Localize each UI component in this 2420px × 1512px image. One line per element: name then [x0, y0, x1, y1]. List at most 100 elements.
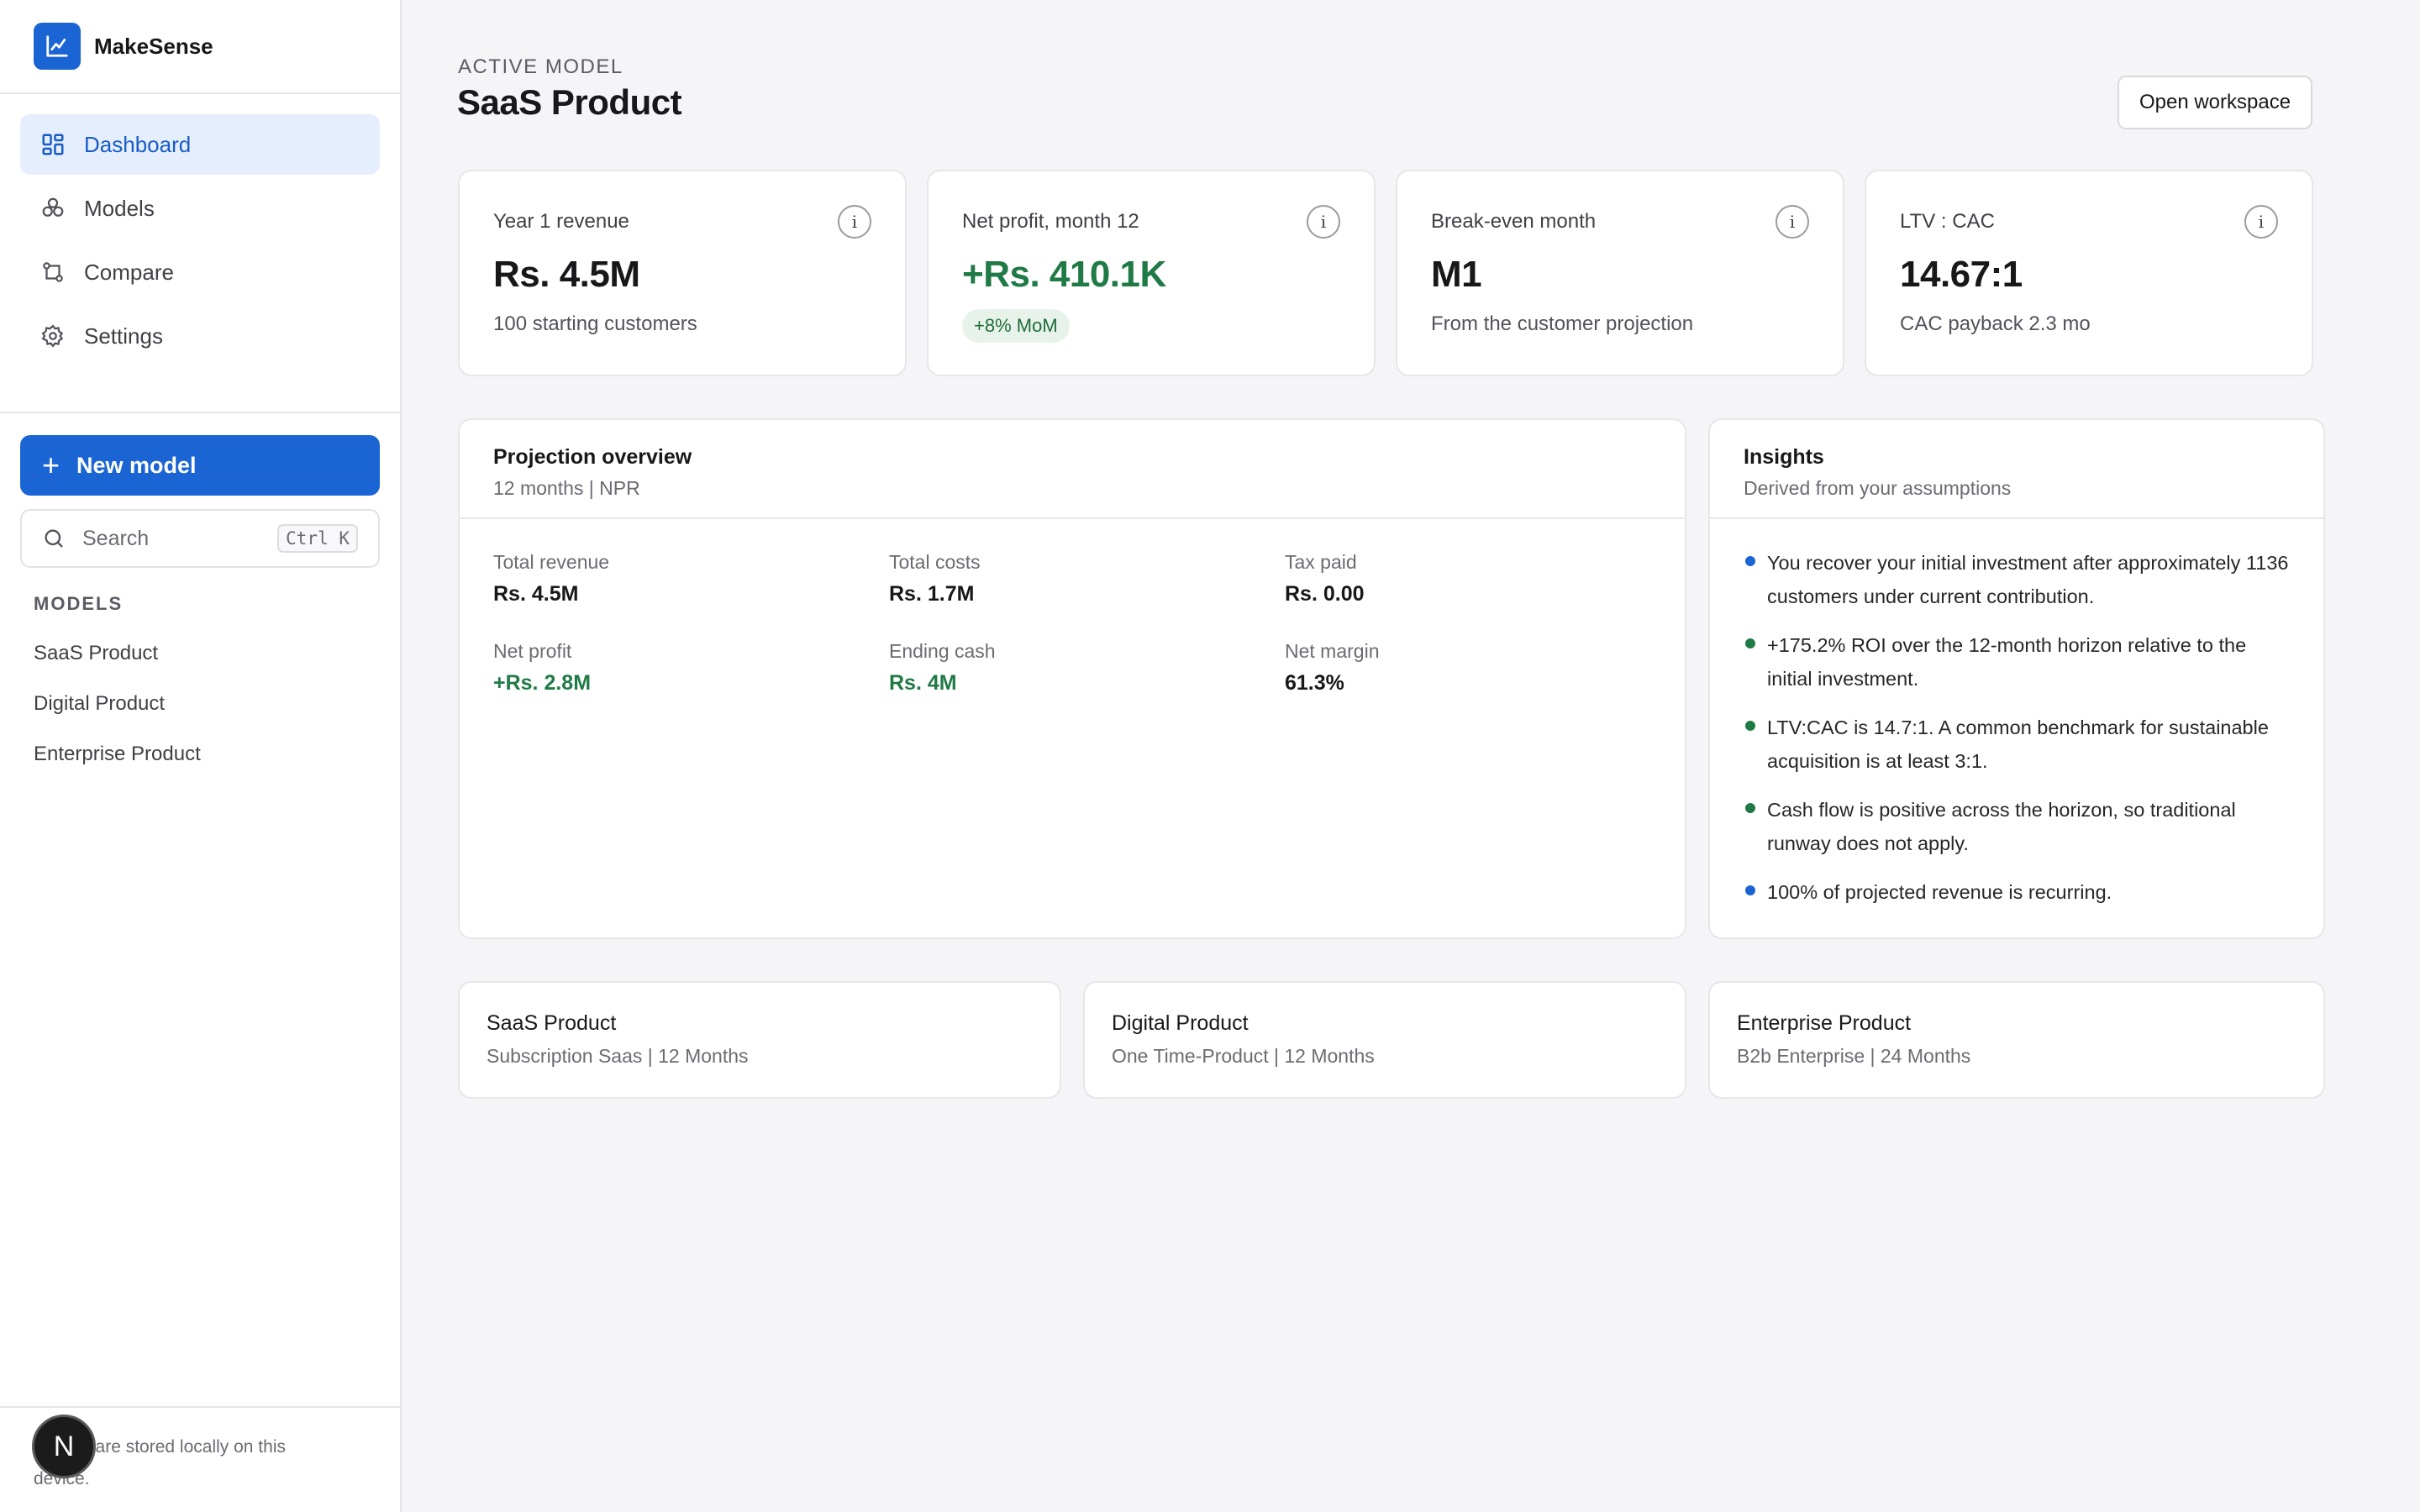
insight-text: 100% of projected revenue is recurring. — [1767, 881, 2112, 903]
bullet-dot — [1745, 803, 1755, 813]
projection-overview-card: Projection overview 12 months | NPR Tota… — [458, 418, 1686, 939]
kpi-label: Net profit, month 12 — [962, 210, 1139, 233]
model-card-enterprise[interactable]: Enterprise Product B2b Enterprise | 24 M… — [1708, 981, 2325, 1099]
info-icon[interactable]: i — [1776, 205, 1809, 239]
insight-item: LTV:CAC is 14.7:1. A common benchmark fo… — [1744, 711, 2293, 778]
stat-value: Rs. 4M — [889, 671, 957, 695]
page-title: SaaS Product — [457, 82, 682, 122]
dashboard-icon — [42, 134, 64, 155]
model-card-title: SaaS Product — [487, 1011, 617, 1035]
chart-logo-icon — [34, 23, 81, 70]
bullet-dot — [1745, 638, 1755, 648]
main-nav: Dashboard Models Compare Settings — [0, 94, 400, 366]
stat-total-costs: Total costs Rs. 1.7M — [889, 551, 981, 606]
sidebar-footer: Models are stored locally on this device… — [0, 1406, 400, 1512]
stat-label: Tax paid — [1285, 551, 1357, 573]
stat-value: 61.3% — [1285, 671, 1344, 695]
nav-label: Dashboard — [84, 131, 192, 157]
open-workspace-button[interactable]: Open workspace — [2118, 76, 2312, 129]
stat-value: +Rs. 2.8M — [493, 671, 592, 695]
stat-value: Rs. 1.7M — [889, 582, 975, 606]
compare-icon — [43, 262, 63, 282]
nav-item-models[interactable]: Models — [20, 178, 380, 239]
sidebar-divider — [0, 412, 400, 413]
sidebar-model-enterprise[interactable]: Enterprise Product — [34, 743, 201, 765]
dev-tools-badge[interactable]: N — [32, 1415, 96, 1478]
sidebar: MakeSense Dashboard Models Compare Setti… — [0, 0, 402, 1512]
sidebar-model-digital[interactable]: Digital Product — [34, 692, 166, 715]
nav-label: Compare — [84, 259, 174, 285]
section-title: Insights — [1744, 445, 1824, 469]
kpi-value: 14.67:1 — [1900, 254, 2023, 295]
stat-total-revenue: Total revenue Rs. 4.5M — [493, 551, 609, 606]
model-card-subtitle: Subscription Saas | 12 Months — [487, 1045, 749, 1067]
stat-label: Net profit — [493, 640, 572, 662]
kpi-card-net-profit: Net profit, month 12 i +Rs. 410.1K +8% M… — [927, 170, 1376, 376]
model-card-saas[interactable]: SaaS Product Subscription Saas | 12 Mont… — [458, 981, 1061, 1099]
nav-item-settings[interactable]: Settings — [20, 306, 380, 366]
insights-card: Insights Derived from your assumptions Y… — [1708, 418, 2325, 939]
insight-item: +175.2% ROI over the 12-month horizon re… — [1744, 628, 2293, 696]
kpi-value: Rs. 4.5M — [493, 254, 640, 295]
bullet-dot — [1745, 556, 1755, 566]
stat-label: Total costs — [889, 551, 981, 573]
search-input[interactable]: Search Ctrl K — [20, 509, 380, 568]
kpi-label: Year 1 revenue — [493, 210, 629, 233]
models-heading: MODELS — [34, 593, 124, 614]
stat-net-profit: Net profit +Rs. 2.8M — [493, 640, 591, 696]
nav-label: Models — [84, 195, 155, 221]
models-list: SaaS Product Digital Product Enterprise … — [0, 628, 400, 780]
new-model-button[interactable]: + New model — [20, 435, 380, 496]
model-card-title: Enterprise Product — [1737, 1011, 1912, 1035]
stat-tax-paid: Tax paid Rs. 0.00 — [1285, 551, 1365, 606]
stat-net-margin: Net margin 61.3% — [1285, 640, 1379, 696]
stat-label: Ending cash — [889, 640, 996, 662]
insights-list: You recover your initial investment afte… — [1744, 546, 2293, 924]
stat-label: Net margin — [1285, 640, 1380, 662]
kpi-value: +Rs. 410.1K — [962, 254, 1166, 295]
section-subtitle: 12 months | NPR — [493, 477, 640, 499]
kpi-card-year1-revenue: Year 1 revenue i Rs. 4.5M 100 starting c… — [458, 170, 907, 376]
search-shortcut: Ctrl K — [277, 524, 358, 553]
info-icon[interactable]: i — [1307, 205, 1340, 239]
insight-text: +175.2% ROI over the 12-month horizon re… — [1767, 634, 2247, 690]
section-divider — [460, 517, 1685, 519]
model-card-subtitle: B2b Enterprise | 24 Months — [1737, 1045, 1971, 1067]
main-content: ACTIVE MODEL SaaS Product Open workspace… — [402, 0, 2420, 1512]
insight-text: LTV:CAC is 14.7:1. A common benchmark fo… — [1767, 717, 2269, 772]
model-card-digital[interactable]: Digital Product One Time-Product | 12 Mo… — [1083, 981, 1686, 1099]
kpi-subtext: From the customer projection — [1431, 312, 1694, 335]
settings-icon — [41, 324, 64, 348]
stat-value: Rs. 0.00 — [1285, 582, 1365, 606]
nav-label: Settings — [84, 323, 163, 349]
brand-name: MakeSense — [94, 33, 213, 59]
new-model-label: New model — [76, 452, 197, 478]
stat-ending-cash: Ending cash Rs. 4M — [889, 640, 996, 696]
brand[interactable]: MakeSense — [0, 0, 400, 94]
bullet-dot — [1745, 885, 1755, 895]
insight-text: Cash flow is positive across the horizon… — [1767, 799, 2236, 854]
kpi-subtext: CAC payback 2.3 mo — [1900, 312, 2091, 335]
bullet-dot — [1745, 721, 1755, 731]
active-model-eyebrow: ACTIVE MODEL — [458, 55, 623, 78]
info-icon[interactable]: i — [838, 205, 871, 239]
search-placeholder: Search — [82, 526, 150, 550]
stat-value: Rs. 4.5M — [493, 582, 579, 606]
plus-icon: + — [42, 448, 60, 482]
kpi-label: LTV : CAC — [1900, 210, 1995, 233]
section-divider — [1710, 517, 2323, 519]
model-card-title: Digital Product — [1112, 1011, 1249, 1035]
section-subtitle: Derived from your assumptions — [1744, 477, 2012, 499]
kpi-label: Break-even month — [1431, 210, 1597, 233]
search-icon — [45, 529, 63, 548]
nav-item-compare[interactable]: Compare — [20, 242, 380, 302]
sidebar-model-saas[interactable]: SaaS Product — [34, 642, 159, 664]
insight-item: Cash flow is positive across the horizon… — [1744, 793, 2293, 860]
insight-item: You recover your initial investment afte… — [1744, 546, 2293, 613]
kpi-value: M1 — [1431, 254, 1482, 295]
info-icon[interactable]: i — [2244, 205, 2278, 239]
model-card-subtitle: One Time-Product | 12 Months — [1112, 1045, 1375, 1067]
kpi-card-ltv-cac: LTV : CAC i 14.67:1 CAC payback 2.3 mo — [1865, 170, 2313, 376]
models-icon — [42, 197, 64, 217]
nav-item-dashboard[interactable]: Dashboard — [20, 114, 380, 175]
